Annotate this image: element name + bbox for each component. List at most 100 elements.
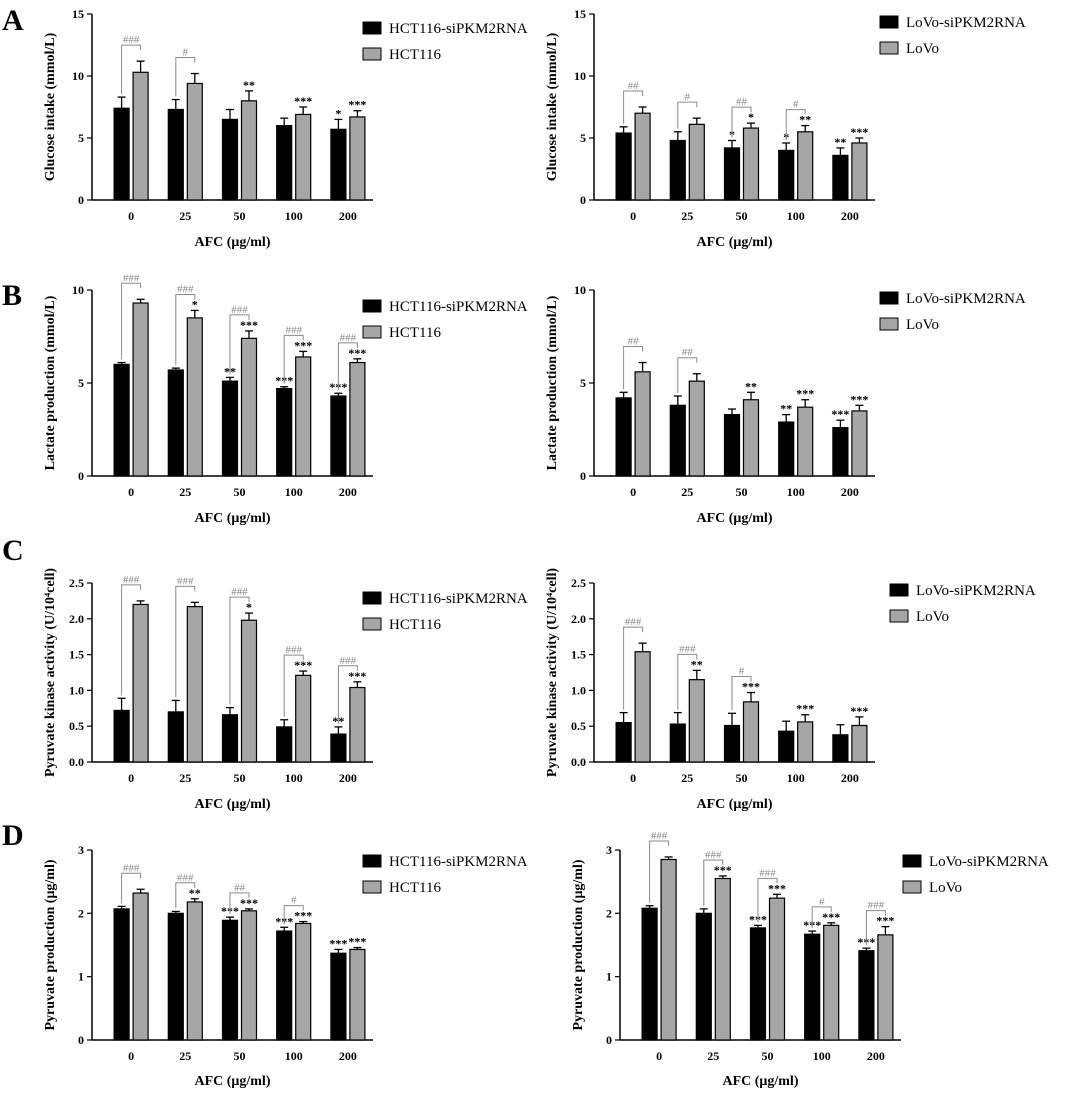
bar	[132, 892, 149, 1041]
comparison-label: ###	[123, 34, 140, 46]
legend-label: LoVo-siPKM2RNA	[906, 15, 1026, 31]
x-tick-label: 100	[787, 485, 805, 499]
significance-label: ***	[850, 392, 868, 406]
bar	[330, 952, 347, 1041]
legend-label: HCT116-siPKM2RNA	[389, 854, 528, 870]
comparison-label: ###	[123, 574, 140, 586]
legend-label: LoVo	[906, 317, 939, 333]
significance-label: ***	[348, 669, 366, 683]
bar	[778, 149, 795, 201]
comparison-bracket	[121, 44, 142, 95]
x-tick-label: 100	[285, 1049, 303, 1063]
significance-label: ***	[742, 680, 760, 694]
bar	[276, 726, 293, 763]
bar	[186, 606, 203, 763]
significance-label: ***	[714, 863, 732, 877]
comparison-bracket	[785, 109, 806, 140]
significance-label: **	[189, 886, 201, 900]
legend-swatch	[889, 609, 909, 623]
legend-swatch	[902, 880, 922, 894]
bar	[276, 930, 293, 1041]
comparison-label: ##	[682, 347, 694, 359]
bar	[167, 369, 184, 477]
comparison-label: ###	[679, 643, 696, 655]
x-tick-label: 100	[285, 771, 303, 785]
bar	[186, 901, 203, 1041]
bar	[797, 721, 814, 763]
y-tick-label: 1	[78, 970, 84, 984]
x-tick-label: 0	[128, 771, 134, 785]
x-tick-label: 50	[234, 1049, 246, 1063]
x-tick-label: 100	[787, 771, 805, 785]
comparison-label: ###	[123, 862, 140, 874]
x-tick-label: 100	[285, 485, 303, 499]
y-tick-label: 1.0	[571, 683, 586, 697]
comparison-label: ###	[705, 849, 722, 861]
bar	[615, 132, 632, 201]
comparison-bracket	[623, 90, 644, 124]
y-axis-label: Glucose intake (mmol/L)	[545, 32, 560, 181]
legend-label: LoVo	[916, 609, 949, 625]
y-axis-label: Pyruvate production (μg/ml)	[571, 859, 586, 1030]
bar	[634, 651, 651, 763]
bar	[167, 711, 184, 763]
bar	[186, 82, 203, 201]
legend-label: HCT116-siPKM2RNA	[389, 299, 528, 315]
x-tick-label: 0	[630, 771, 636, 785]
comparison-bracket	[677, 653, 698, 710]
comparison-label: ##	[234, 882, 246, 894]
x-tick-label: 0	[656, 1049, 662, 1063]
bar	[634, 112, 651, 201]
legend-label: HCT116	[389, 880, 441, 896]
comparison-label: ###	[625, 616, 642, 628]
panel-label-d: D	[2, 819, 24, 852]
significance-label: **	[745, 379, 757, 393]
x-tick-label: 200	[841, 209, 859, 223]
y-tick-label: 0.5	[69, 719, 84, 733]
x-axis-label: AFC (μg/ml)	[697, 797, 773, 812]
bar	[113, 908, 130, 1041]
x-tick-label: 25	[179, 1049, 191, 1063]
comparison-label: #	[819, 896, 825, 908]
y-tick-label: 1.5	[571, 648, 586, 662]
bar	[349, 686, 366, 763]
y-axis-label: Pyruvate kinase activity (U/10⁴cell)	[545, 568, 560, 777]
legend-swatch	[879, 317, 899, 331]
bar	[858, 950, 875, 1041]
x-tick-label: 25	[179, 771, 191, 785]
bar	[167, 108, 184, 201]
y-tick-label: 2.0	[571, 612, 586, 626]
x-tick-label: 50	[736, 209, 748, 223]
y-tick-label: 3	[78, 843, 84, 857]
bar	[330, 395, 347, 477]
bar	[113, 363, 130, 477]
x-axis-label: AFC (μg/ml)	[697, 235, 773, 250]
x-tick-label: 200	[339, 1049, 357, 1063]
y-tick-label: 2.0	[69, 612, 84, 626]
bar	[778, 730, 795, 763]
legend-label: LoVo-siPKM2RNA	[916, 583, 1036, 599]
y-tick-label: 2.5	[69, 576, 84, 590]
y-tick-label: 0	[580, 193, 586, 207]
bar	[330, 733, 347, 763]
x-tick-label: 200	[339, 209, 357, 223]
y-tick-label: 2.5	[571, 576, 586, 590]
comparison-bracket	[175, 293, 196, 366]
bar	[688, 679, 705, 763]
bar	[132, 302, 149, 477]
comparison-label: #	[739, 666, 745, 678]
bar	[221, 714, 239, 763]
legend-label: LoVo	[929, 880, 962, 896]
comparison-label: ###	[868, 900, 885, 912]
y-tick-label: 1.5	[69, 648, 84, 662]
x-tick-label: 25	[179, 209, 191, 223]
bar	[832, 734, 849, 763]
y-tick-label: 1	[606, 970, 612, 984]
y-axis-label: Lactate production (mmol/L)	[43, 295, 58, 470]
legend-label: HCT116	[389, 617, 441, 633]
comparison-label: #	[793, 99, 799, 111]
panel-label-c: C	[2, 534, 24, 567]
comparison-label: ###	[340, 332, 357, 344]
y-tick-label: 1.0	[69, 683, 84, 697]
bar	[688, 123, 705, 201]
